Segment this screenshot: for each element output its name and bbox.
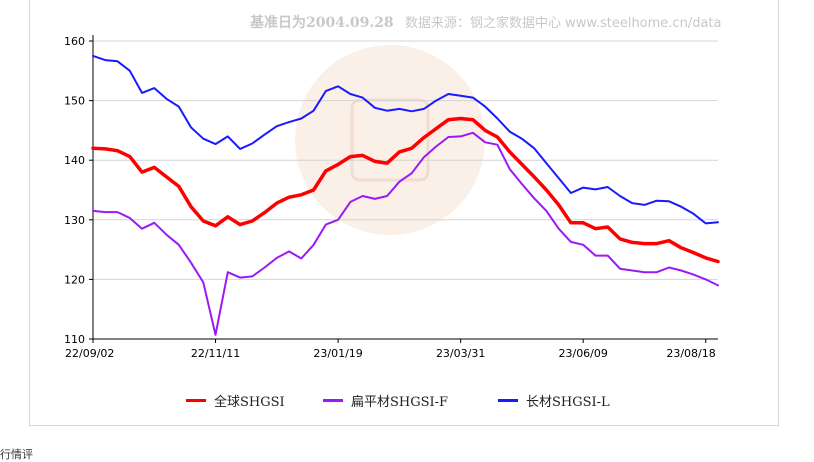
x-tick-label: 23/03/31	[436, 347, 485, 360]
legend-item-flat: 扁平材SHGSI-F	[323, 392, 449, 410]
base-date-note: 基准日为2004.09.28	[250, 15, 394, 31]
watermark-logo	[295, 45, 485, 235]
y-tick-label: 110	[64, 333, 85, 346]
legend-item-long: 长材SHGSI-L	[498, 392, 610, 410]
y-tick-label: 130	[64, 214, 85, 227]
legend-label-long: 长材SHGSI-L	[526, 394, 610, 410]
series-line-2	[92, 54, 719, 225]
y-tick-label: 160	[64, 35, 85, 48]
x-tick-label: 23/08/18	[666, 347, 715, 360]
x-tick-label: 23/06/09	[558, 347, 607, 360]
y-tick-label: 150	[64, 95, 85, 108]
watermark-logo-frame	[350, 98, 430, 182]
legend-swatch-purple	[323, 398, 343, 402]
x-tick-label: 23/01/19	[313, 347, 362, 360]
legend-swatch-blue	[498, 398, 518, 402]
data-source-note: 数据来源：钢之家数据中心 www.steelhome.cn/data	[405, 16, 722, 31]
series-line-0	[91, 116, 720, 264]
x-tick-label: 22/11/11	[191, 347, 240, 360]
series-line-1	[92, 131, 719, 336]
legend-label-flat: 扁平材SHGSI-F	[351, 394, 449, 410]
y-tick-label: 140	[64, 154, 85, 167]
y-tick-label: 120	[64, 273, 85, 286]
x-tick-label: 22/09/02	[65, 347, 114, 360]
legend-label-global: 全球SHGSI	[214, 394, 285, 410]
legend-item-global: 全球SHGSI	[186, 392, 285, 410]
cut-off-text: 行情评	[0, 448, 33, 461]
legend-swatch-red	[186, 398, 206, 402]
